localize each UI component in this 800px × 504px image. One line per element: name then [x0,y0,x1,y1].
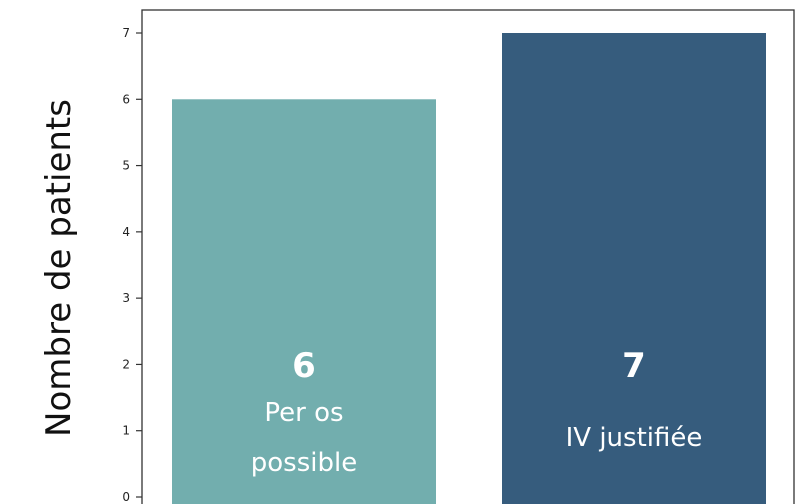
plot-frame [141,9,795,504]
bar-category-label: Per os [264,398,343,428]
bar-value-label: 7 [622,346,646,386]
y-tick-label: 0 [122,490,130,504]
y-tick-label: 5 [122,159,130,173]
y-tick-label: 3 [122,291,130,305]
bar [502,33,766,504]
y-axis: 0 1 2 3 4 5 6 7 [122,26,142,504]
bar-texts: 6 Per os possible 7 IV justifiée [251,346,703,478]
bar-value-label: 6 [292,346,316,386]
y-tick-label: 7 [122,26,130,40]
y-tick-label: 2 [122,357,130,371]
bar [172,99,436,504]
bars [172,33,766,504]
y-tick-label: 6 [122,92,130,106]
y-tick-label: 4 [122,225,130,239]
y-tick-label: 1 [122,424,130,438]
bar-category-label: IV justifiée [566,423,703,453]
y-axis-label: Nombre de patients [39,99,79,437]
bar-category-label: possible [251,448,357,478]
